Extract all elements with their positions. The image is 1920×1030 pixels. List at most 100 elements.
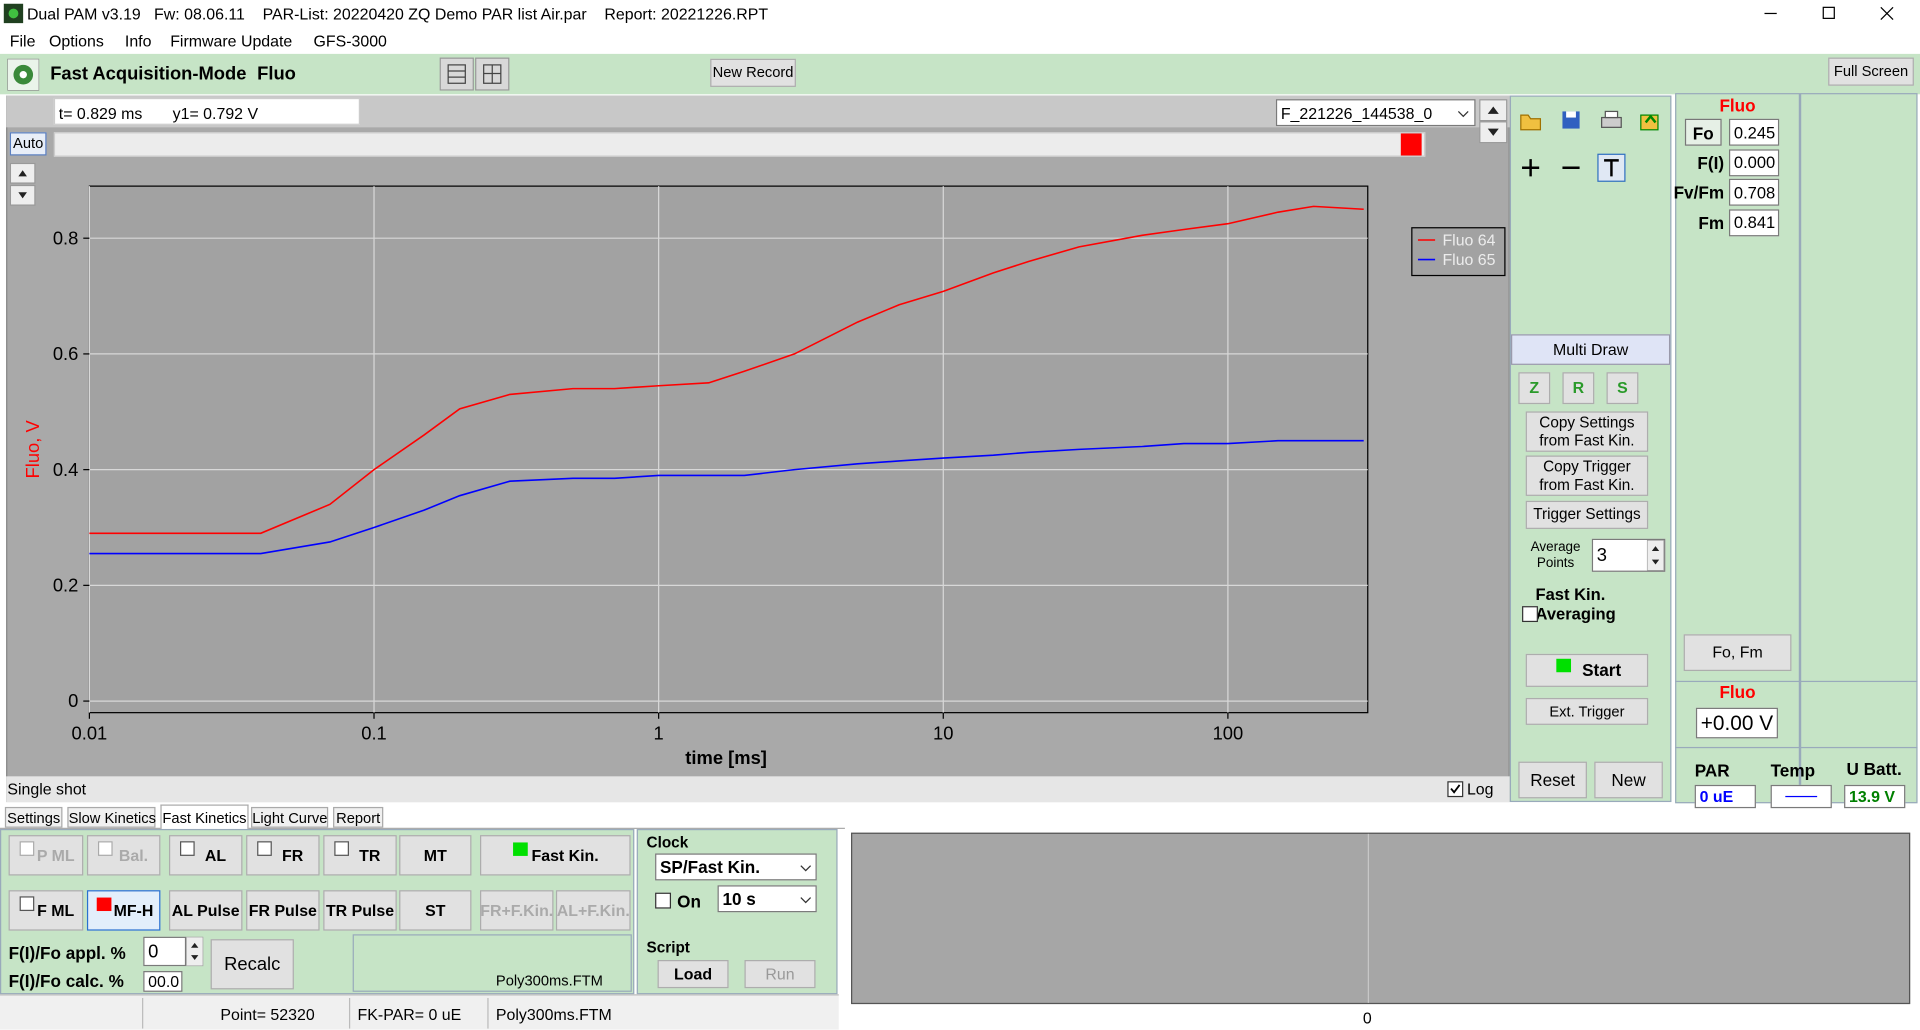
tab[interactable]: Fast Kinetics: [160, 804, 249, 829]
legend-box: [1411, 227, 1506, 277]
chart-footer: Single shot Log: [6, 776, 1510, 803]
averaging-checkbox[interactable]: [1522, 606, 1538, 623]
log-checkbox[interactable]: [1447, 781, 1464, 798]
title-bar: Dual PAM v3.19 Fw: 08.06.11 PAR-List: 20…: [0, 0, 1920, 27]
window-controls[interactable]: [1751, 0, 1920, 27]
scale-button[interactable]: S: [1606, 372, 1639, 405]
new-record-button[interactable]: New Record: [710, 58, 796, 87]
copy-settings-button[interactable]: Copy Settings from Fast Kin.: [1525, 411, 1649, 452]
param-label: Fm: [1698, 212, 1725, 233]
light-label: Bal.: [118, 845, 149, 865]
reset-button[interactable]: Reset: [1518, 761, 1587, 799]
cursor-box: t= 0.829 ms y1= 0.792 V: [53, 97, 361, 125]
status-file: Poly300ms.FTM: [495, 1005, 612, 1024]
light-button[interactable]: Bal.: [86, 835, 161, 876]
light-button[interactable]: FR: [246, 835, 320, 876]
light-button[interactable]: TR: [323, 835, 397, 876]
light-button[interactable]: F ML: [8, 890, 84, 931]
tab[interactable]: Report: [333, 806, 384, 828]
separator: [1675, 680, 1918, 683]
fk-par: FK-PAR= 0 uE: [357, 1005, 462, 1024]
clock-on-checkbox[interactable]: [655, 892, 672, 909]
tab[interactable]: Light Curve: [251, 806, 329, 828]
menu-item[interactable]: Options: [48, 31, 104, 51]
app-icon: [3, 3, 24, 24]
status-text: Single shot: [7, 780, 87, 799]
zoom-button[interactable]: Z: [1518, 372, 1551, 405]
light-button[interactable]: AL+F.Kin.: [555, 890, 631, 931]
x-tick-label: 1: [654, 723, 664, 744]
load-button[interactable]: Load: [657, 960, 729, 989]
mode-label: Fast Acquisition-Mode: [50, 63, 247, 85]
average-spinner[interactable]: [1646, 540, 1665, 571]
light-button[interactable]: AL: [168, 835, 243, 876]
script-title: Script: [646, 939, 690, 957]
recalc-button[interactable]: Recalc: [210, 939, 294, 990]
light-button[interactable]: MT: [399, 835, 472, 876]
start-button[interactable]: Start: [1525, 653, 1649, 687]
tab[interactable]: Settings: [4, 806, 63, 828]
multi-draw-select[interactable]: Multi Draw: [1511, 334, 1671, 365]
status-bar: Point= 52320 FK-PAR= 0 uE Poly300ms.FTM: [0, 994, 839, 1030]
data-line: [89, 205, 1364, 535]
menu-item[interactable]: File: [9, 31, 36, 51]
light-label: ST: [425, 900, 446, 920]
light-button[interactable]: FR+F.Kin.: [480, 890, 554, 931]
light-button[interactable]: Fast Kin.: [480, 835, 631, 876]
full-screen-button[interactable]: Full Screen: [1828, 57, 1914, 86]
trigger-settings-button[interactable]: Trigger Settings: [1525, 500, 1649, 529]
window-title: Dual PAM v3.19 Fw: 08.06.11 PAR-List: 20…: [26, 4, 769, 24]
run-button[interactable]: Run: [744, 960, 816, 989]
light-label: TR: [359, 845, 381, 865]
light-button[interactable]: P ML: [8, 835, 84, 876]
interval-select[interactable]: 10 s: [717, 885, 817, 913]
lower-tick-label: 0: [1362, 1008, 1372, 1028]
light-label: MF-H: [113, 900, 154, 920]
cursor-y1: y1= 0.792 V: [172, 104, 259, 123]
param-label: F(I): [1697, 152, 1725, 173]
interval: 10 s: [722, 888, 756, 909]
light-button[interactable]: TR Pulse: [323, 890, 397, 931]
fluo-title: Fluo: [1719, 95, 1756, 116]
reset-zoom-button[interactable]: R: [1562, 372, 1595, 405]
menu-item[interactable]: Firmware Update: [170, 31, 293, 51]
menu-item[interactable]: GFS-3000: [313, 31, 387, 51]
record-select[interactable]: F_221226_144538_0: [1275, 99, 1476, 127]
layout-buttons[interactable]: [439, 57, 511, 91]
x-tick-label: 10: [933, 723, 953, 744]
fo-fm-button[interactable]: Fo, Fm: [1683, 634, 1792, 672]
y-tick-label: 0: [68, 690, 78, 711]
record-scroll[interactable]: [1479, 99, 1508, 144]
menu-item[interactable]: Info: [124, 31, 152, 51]
x-tick-label: 0.01: [72, 723, 108, 744]
light-button[interactable]: FR Pulse: [246, 890, 320, 931]
param-value: 0.000: [1728, 148, 1780, 176]
tab[interactable]: Slow Kinetics: [67, 806, 156, 828]
point-count: Point= 52320: [220, 1005, 315, 1024]
new-button[interactable]: New: [1594, 761, 1663, 799]
copy-trigger-button[interactable]: Copy Trigger from Fast Kin.: [1525, 455, 1649, 496]
averaging-label: Fast Kin. Averaging: [1535, 585, 1616, 623]
light-button[interactable]: MF-H: [86, 890, 161, 931]
light-label: Fast Kin.: [531, 845, 599, 865]
light-label: AL Pulse: [171, 900, 240, 920]
legend-label: Fluo 65: [1442, 252, 1495, 269]
light-button[interactable]: AL Pulse: [168, 890, 243, 931]
light-label: FR Pulse: [248, 900, 317, 920]
light-button[interactable]: ST: [399, 890, 472, 931]
param-value: 0.708: [1728, 178, 1780, 206]
tool-icons[interactable]: [1513, 100, 1667, 191]
menu-bar: File Options Info Firmware Update GFS-30…: [0, 26, 1920, 54]
param-value: 0.841: [1728, 208, 1780, 236]
light-label: MT: [423, 845, 447, 865]
separator: [487, 997, 489, 1029]
appl-spinner[interactable]: [186, 936, 204, 967]
y-scroll[interactable]: [9, 162, 36, 207]
clock-mode-select[interactable]: SP/Fast Kin.: [655, 853, 817, 881]
start-indicator: [1556, 658, 1572, 673]
ext-trigger-button[interactable]: Ext. Trigger: [1525, 697, 1649, 725]
auto-button[interactable]: Auto: [9, 132, 47, 156]
light-controls: P ML Bal. AL FR TR MT Fast Kin. F ML MF-H AL Puls…: [0, 828, 635, 995]
appl-value: 0: [148, 941, 159, 962]
appl-input[interactable]: 0: [143, 936, 187, 967]
